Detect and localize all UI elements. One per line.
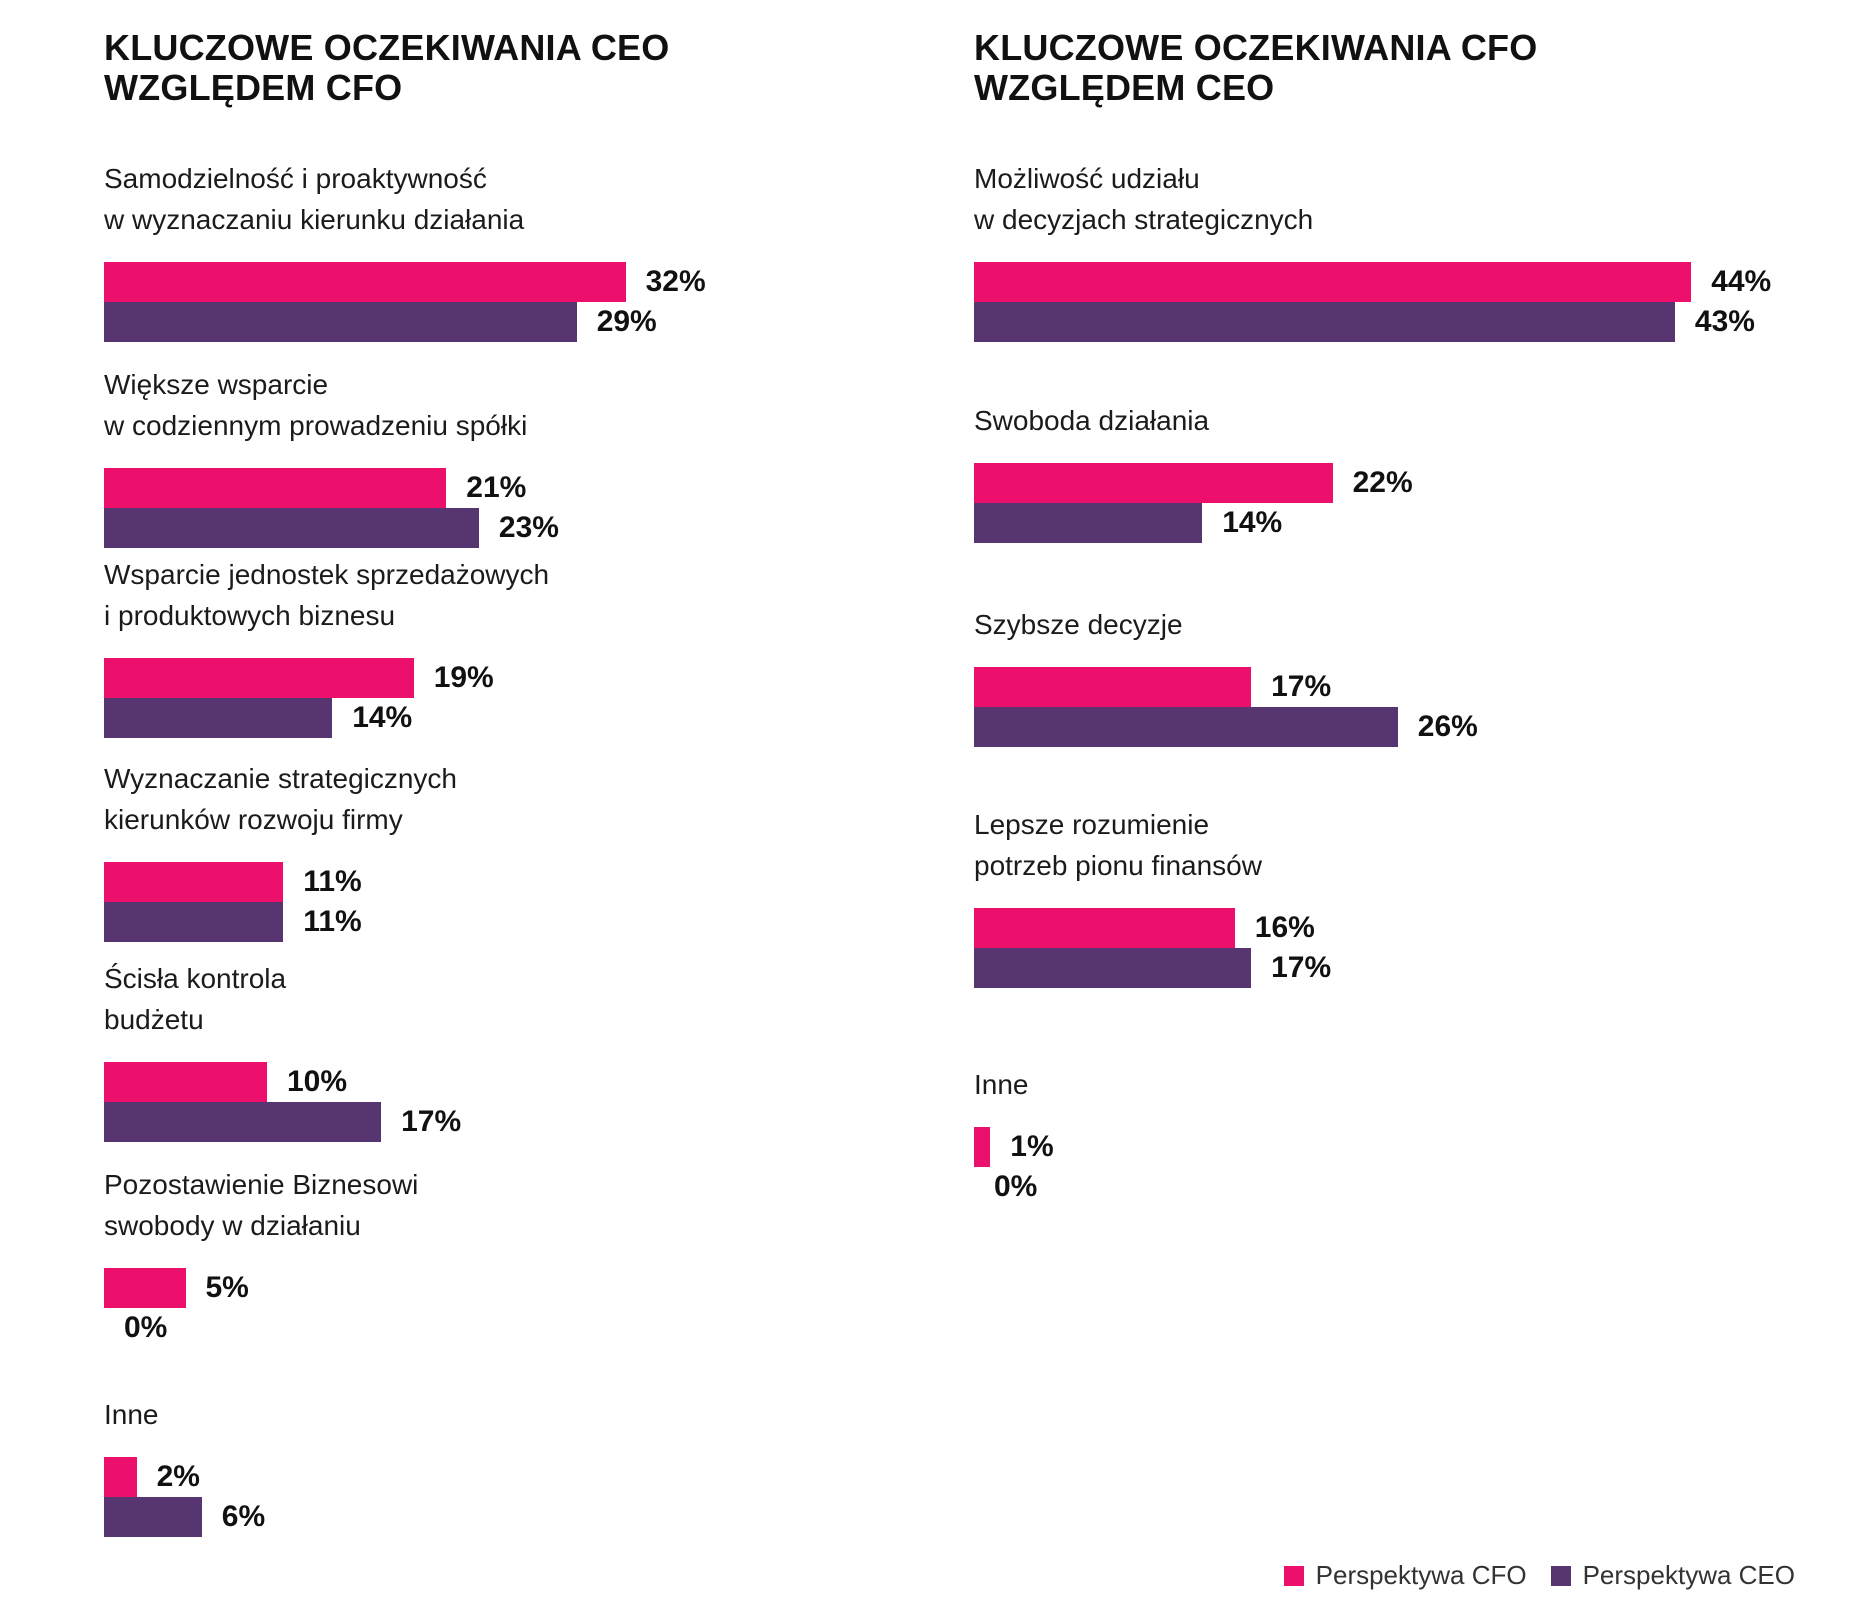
bar-cfo (104, 658, 414, 698)
value-label-ceo: 29% (596, 305, 657, 338)
value-label-ceo: 0% (124, 1311, 168, 1344)
value-label-cfo: 11% (303, 865, 362, 898)
legend-swatch-ceo (1550, 1565, 1571, 1586)
value-label-ceo: 26% (1417, 710, 1478, 743)
bar-ceo (974, 302, 1675, 342)
category-label: Swoboda działania (974, 405, 1210, 436)
legend-item-ceo: Perspektywa CEO (1550, 1560, 1795, 1591)
value-label-ceo: 14% (352, 701, 413, 734)
category-label: Samodzielność i proaktywność w wyznaczan… (104, 163, 525, 235)
category-label: Większe wsparcie w codziennym prowadzeni… (104, 369, 528, 441)
chart-title: KLUCZOWE OCZEKIWANIA CEO WZGLĘDEM CFO (104, 27, 670, 108)
bar-ceo (104, 302, 577, 342)
value-label-cfo: 32% (645, 265, 706, 298)
value-label-cfo: 16% (1254, 911, 1315, 944)
value-label-cfo: 5% (205, 1271, 249, 1304)
category-label: Wsparcie jednostek sprzedażowych i produ… (104, 559, 550, 631)
value-label-cfo: 44% (1711, 265, 1772, 298)
bar-ceo (104, 1497, 202, 1537)
value-label-cfo: 22% (1352, 466, 1413, 499)
value-label-cfo: 21% (466, 471, 527, 504)
bar-ceo (974, 503, 1203, 543)
legend-label-cfo: Perspektywa CFO (1315, 1560, 1527, 1590)
category-label: Możliwość udziału w decyzjach strategicz… (974, 163, 1314, 235)
value-label-cfo: 10% (287, 1065, 348, 1098)
value-label-ceo: 0% (994, 1170, 1038, 1203)
bar-cfo (974, 463, 1333, 503)
chart-title: KLUCZOWE OCZEKIWANIA CFO WZGLĘDEM CEO (974, 27, 1538, 108)
value-label-ceo: 14% (1222, 506, 1283, 539)
bar-cfo (974, 908, 1235, 948)
value-label-ceo: 23% (498, 511, 559, 544)
bar-cfo (974, 1127, 991, 1167)
bar-ceo (104, 902, 284, 942)
legend-swatch-cfo (1283, 1565, 1304, 1586)
bar-ceo (104, 698, 333, 738)
bar-cfo (104, 1062, 267, 1102)
category-label: Inne (974, 1069, 1029, 1100)
value-label-cfo: 19% (433, 661, 494, 694)
bar-ceo (974, 948, 1252, 988)
bar-cfo (974, 262, 1692, 302)
category-label: Pozostawienie Biznesowi swobody w działa… (104, 1169, 419, 1241)
value-label-ceo: 6% (221, 1500, 266, 1533)
chart-cfo-expectations: KLUCZOWE OCZEKIWANIA CFO WZGLĘDEM CEO Mo… (870, 0, 1870, 1600)
bar-ceo (104, 1102, 382, 1142)
bar-cfo (104, 468, 447, 508)
legend: Perspektywa CFO Perspektywa CEO (1283, 1560, 1795, 1591)
bar-ceo (974, 707, 1398, 747)
bar-cfo (104, 1457, 137, 1497)
bar-ceo (104, 508, 479, 548)
category-label: Wyznaczanie strategicznych kierunków roz… (104, 763, 458, 835)
category-label: Szybsze decyzje (974, 609, 1183, 640)
value-label-ceo: 43% (1694, 305, 1755, 338)
category-label: Inne (104, 1399, 159, 1430)
legend-item-cfo: Perspektywa CFO (1283, 1560, 1527, 1591)
legend-label-ceo: Perspektywa CEO (1582, 1560, 1795, 1590)
value-label-cfo: 2% (156, 1460, 200, 1493)
bar-cfo (104, 862, 284, 902)
chart-ceo-expectations: KLUCZOWE OCZEKIWANIA CEO WZGLĘDEM CFO Sa… (0, 0, 920, 1600)
value-label-cfo: 17% (1271, 670, 1332, 703)
bar-cfo (974, 667, 1252, 707)
value-label-ceo: 17% (401, 1105, 462, 1138)
category-label: Lepsze rozumienie potrzeb pionu finansów (974, 809, 1262, 881)
value-label-ceo: 11% (303, 905, 362, 938)
value-label-ceo: 17% (1271, 951, 1332, 984)
category-label: Ścisła kontrola budżetu (104, 963, 287, 1035)
bar-cfo (104, 262, 626, 302)
bar-cfo (104, 1268, 186, 1308)
value-label-cfo: 1% (1010, 1130, 1054, 1163)
